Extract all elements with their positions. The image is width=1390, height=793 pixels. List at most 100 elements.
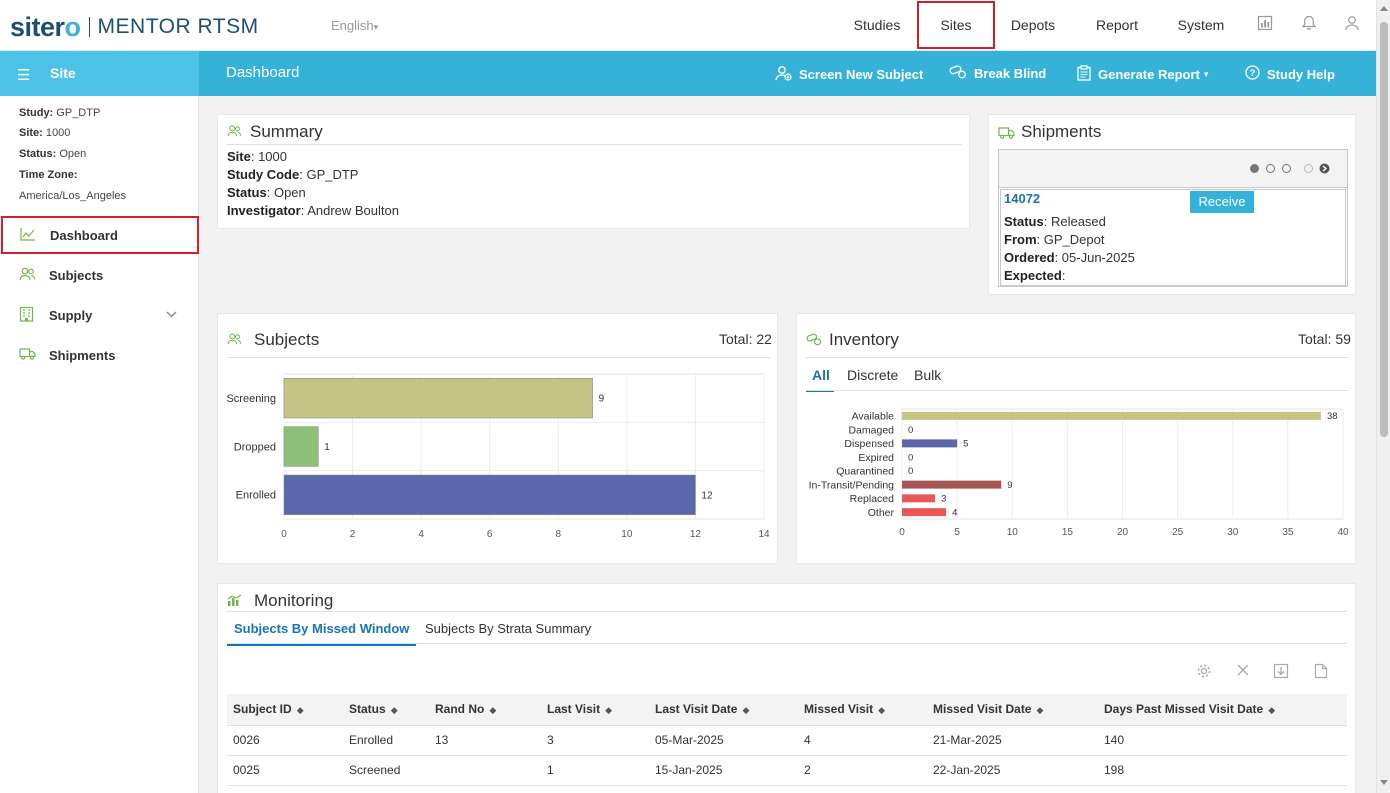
tab-all[interactable]: All [806, 367, 834, 392]
sort-icon[interactable]: ◆ [878, 705, 886, 716]
col-missed-visit-date[interactable]: Missed Visit Date ◆ [927, 694, 1098, 726]
category-label: In-Transit/Pending [809, 479, 895, 491]
x-tick-label: 0 [281, 529, 287, 540]
table-row[interactable]: 0025 Screened 1 15-Jan-2025 2 22-Jan-202… [227, 755, 1347, 786]
chevron-down-icon[interactable] [166, 309, 177, 321]
sidebar-timezone-label: Time Zone: [19, 169, 78, 181]
inventory-total: Total: 59 [1298, 331, 1351, 347]
x-tick-label: 12 [690, 529, 702, 540]
file-icon[interactable] [1312, 663, 1330, 681]
nav-system[interactable]: System [1177, 17, 1225, 33]
col-subject-id[interactable]: Subject ID ◆ [227, 694, 343, 726]
x-tick-label: 35 [1282, 527, 1294, 538]
chart-icon[interactable] [1256, 15, 1274, 33]
summary-site: Site: 1000 [227, 149, 287, 164]
table-row[interactable]: 0026 Enrolled 13 3 05-Mar-2025 4 21-Mar-… [227, 725, 1347, 756]
nav-report[interactable]: Report [1095, 17, 1139, 33]
receive-button[interactable]: Receive [1190, 191, 1254, 213]
sort-icon[interactable]: ◆ [605, 705, 613, 716]
sort-icon[interactable]: ◆ [1268, 705, 1276, 716]
carousel-next-icon[interactable] [1319, 162, 1330, 177]
x-tick-label: 40 [1337, 527, 1349, 538]
cell-subject-id: 0026 [227, 725, 343, 756]
sort-icon[interactable]: ◆ [296, 705, 304, 716]
col-last-visit-date[interactable]: Last Visit Date ◆ [649, 694, 798, 726]
carousel-prev-icon[interactable] [1304, 164, 1313, 173]
divider [806, 390, 1348, 391]
tab-bulk[interactable]: Bulk [914, 367, 942, 383]
col-last-visit[interactable]: Last Visit ◆ [541, 694, 649, 726]
col-status[interactable]: Status ◆ [343, 694, 429, 726]
shipment-ordered: Ordered: 05-Jun-2025 [1004, 250, 1135, 265]
generate-report-button[interactable]: Generate Report ▾ [1077, 65, 1208, 84]
hamburger-icon[interactable]: ☰ [17, 67, 31, 84]
download-icon[interactable] [1272, 663, 1290, 681]
x-tick-label: 4 [418, 529, 424, 540]
monitoring-title: Monitoring [254, 591, 334, 610]
divider [806, 357, 1348, 358]
gear-icon[interactable] [1195, 663, 1213, 681]
data-label: 0 [908, 452, 913, 463]
scroll-up-icon[interactable] [1380, 6, 1388, 11]
logo-sitero: sitero [10, 11, 81, 42]
logo[interactable]: sitero MENTOR RTSM [10, 12, 259, 42]
data-label: 5 [963, 439, 968, 450]
missed-window-table: Subject ID ◆ Status ◆ Rand No ◆ Last Visit ◆… [227, 694, 1347, 786]
shipment-status: Status: Released [1004, 214, 1106, 229]
tab-discrete[interactable]: Discrete [847, 367, 899, 383]
page-scrollbar[interactable] [1376, 0, 1390, 793]
logo-product: MENTOR RTSM [97, 15, 259, 38]
bar [283, 426, 319, 467]
col-rand-no[interactable]: Rand No ◆ [429, 694, 541, 726]
scroll-down-icon[interactable] [1380, 780, 1388, 785]
cell-subject-id: 0025 [227, 755, 343, 786]
sort-icon[interactable]: ◆ [390, 705, 398, 716]
sidebar-item-subjects[interactable]: Subjects [0, 256, 199, 294]
user-icon[interactable] [1343, 15, 1361, 33]
sidebar-status: Status: Open [19, 148, 87, 160]
sort-icon[interactable]: ◆ [489, 705, 497, 716]
sort-icon[interactable]: ◆ [1036, 705, 1044, 716]
x-tick-label: 8 [556, 529, 562, 540]
col-days-past[interactable]: Days Past Missed Visit Date ◆ [1098, 694, 1347, 726]
language-dropdown[interactable]: English▾ [331, 18, 379, 33]
sort-icon[interactable]: ◆ [742, 705, 750, 716]
inventory-panel: Inventory Total: 59 All Discrete Bulk 0 5… [796, 313, 1356, 564]
data-label: 4 [952, 507, 957, 518]
tab-missed-window[interactable]: Subjects By Missed Window [227, 621, 417, 646]
study-help-label: Study Help [1267, 66, 1335, 82]
sidebar-item-label: Dashboard [50, 227, 118, 243]
divider [227, 611, 1347, 612]
sidebar-item-dashboard[interactable]: Dashboard [1, 216, 199, 254]
break-blind-button[interactable]: Break Blind [949, 65, 1046, 82]
subjects-total: Total: 22 [719, 331, 772, 347]
caret-down-icon: ▾ [1203, 69, 1209, 79]
nav-depots[interactable]: Depots [1010, 17, 1056, 33]
sidebar-item-shipments[interactable]: Shipments [0, 336, 199, 374]
sidebar-item-supply[interactable]: Supply [0, 296, 199, 334]
carousel-dot-active[interactable] [1250, 164, 1259, 173]
cell-last-visit: 3 [541, 725, 649, 756]
nav-studies[interactable]: Studies [853, 17, 901, 33]
cell-last-visit-date: 05-Mar-2025 [649, 725, 798, 756]
bar [902, 411, 1321, 420]
category-label: Dispensed [844, 438, 894, 450]
bell-icon[interactable] [1300, 15, 1318, 33]
study-help-button[interactable]: ? Study Help [1245, 65, 1335, 83]
nav-sites[interactable]: Sites [917, 1, 995, 49]
carousel-dot[interactable] [1266, 164, 1275, 173]
tab-strata-summary[interactable]: Subjects By Strata Summary [425, 621, 592, 636]
cell-rand-no [429, 755, 541, 786]
col-missed-visit[interactable]: Missed Visit ◆ [798, 694, 927, 726]
screen-new-subject-button[interactable]: Screen New Subject [775, 65, 923, 84]
scrollbar-thumb[interactable] [1380, 22, 1388, 437]
screen-new-subject-label: Screen New Subject [799, 67, 924, 82]
sidebar-item-label: Shipments [49, 347, 116, 363]
bar [902, 494, 936, 503]
carousel-dot[interactable] [1282, 164, 1291, 173]
close-icon[interactable] [1234, 663, 1252, 681]
category-label: Damaged [848, 424, 894, 436]
shipment-id-link[interactable]: 14072 [1004, 191, 1041, 206]
subjects-title: Subjects [254, 330, 320, 349]
x-tick-label: 10 [1007, 527, 1019, 538]
